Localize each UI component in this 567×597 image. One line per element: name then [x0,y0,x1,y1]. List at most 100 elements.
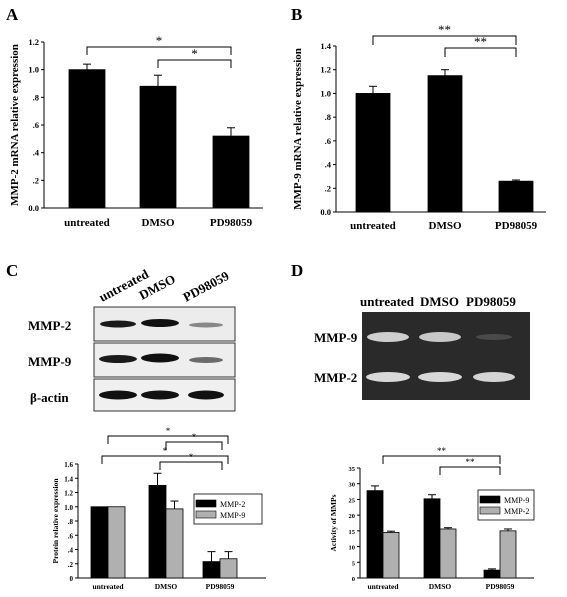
gel-row-label-mmp2: MMP-2 [314,370,357,385]
y-tick-label: .8 [68,518,74,526]
significance-bracket [86,46,232,55]
y-tick-label: 1.0 [28,65,39,75]
bar [427,75,463,213]
significance-bracket [439,466,501,475]
significance-marker: ** [437,446,447,456]
y-tick-label: .2 [68,561,74,569]
gel-band [418,372,462,382]
x-tick-label: untreated [64,217,110,229]
y-tick-label: .2 [325,183,331,193]
x-tick-label: PD98059 [495,220,538,232]
gel-lane-label-dmso: DMSO [420,294,459,309]
significance-bracket [382,455,501,464]
x-tick-label: DMSO [142,217,175,229]
bar [68,69,106,209]
chart-b-mmp9-mrna: 0.0 .2 .4 .6 .8 1.0 1.2 1.4 MMP-9 mRNA relative … [292,22,546,232]
significance-marker: * [156,33,163,48]
legend-label: MMP-9 [220,511,245,520]
bar [165,508,184,579]
bar [148,484,167,579]
significance-marker: * [163,446,168,456]
gel-lane-label-pd98059: PD98059 [466,294,516,309]
panel-b-letter: B [291,5,302,24]
bar [90,506,109,579]
significance-marker: * [191,46,198,61]
gel-band [476,334,512,340]
x-tick-label: PD98059 [210,217,253,229]
bar [499,530,517,579]
blot-row-label-beta-actin: β-actin [30,390,69,405]
legend-swatch [479,506,501,515]
chart-a-mmp2-mrna: 0.0 .2 .4 .6 .8 1.0 1.2 MMP-2 mRNA relative exp… [9,33,263,229]
significance-marker: ** [438,22,451,37]
y-tick-label: .8 [33,92,39,102]
significance-bracket [107,435,229,444]
x-tick-label: DMSO [155,582,178,591]
blot-band [141,390,179,400]
bar [498,180,534,213]
bar [202,561,221,579]
y-tick-label: .6 [325,136,331,146]
western-blot: untreated DMSO PD98059 MMP-2 MMP-9 β-act… [28,266,236,412]
y-tick-label: .2 [33,175,39,185]
y-tick-label: 30 [349,482,356,489]
y-tick-label: 0 [70,575,74,583]
blot-lane-label-pd98059: PD98059 [180,268,231,305]
y-tick-label: 0 [352,576,355,583]
blot-band [99,390,137,400]
gel-band [419,332,461,342]
y-tick-label: 1.4 [320,41,331,51]
y-tick-label: .4 [33,148,40,158]
legend-swatch [195,510,217,519]
panel-c-letter: C [6,261,18,280]
y-tick-label: 10 [349,545,356,552]
bar [366,490,384,579]
gel-lane-label-untreated: untreated [360,294,415,309]
blot-band [100,320,136,328]
significance-marker: * [166,426,171,436]
x-tick-label: PD98059 [486,582,515,591]
panel-d-letter: D [291,261,303,280]
significance-marker: ** [466,457,476,467]
legend-label: MMP-2 [220,500,245,509]
significance-bracket [444,47,517,57]
y-tick-label: 15 [349,529,356,536]
bar [219,558,238,579]
significance-bracket [165,441,223,450]
y-tick-label: 1.2 [320,65,331,75]
x-tick-label: untreated [350,220,396,232]
y-tick-label: 1.4 [64,475,73,483]
y-tick-label: .6 [33,120,39,130]
bar [355,93,391,213]
blot-band [141,353,179,363]
y-tick-label: .4 [68,547,74,555]
bar [107,506,126,579]
legend-box [193,493,263,525]
gel-row-label-mmp9: MMP-9 [314,330,358,345]
bar [139,85,177,209]
y-axis-label: Activity of MMPs [329,494,338,551]
bar [439,528,457,579]
x-tick-label: untreated [92,582,124,591]
panel-a-letter: A [6,5,19,24]
blot-band [189,357,223,363]
x-tick-label: untreated [367,582,399,591]
y-tick-label: 1.2 [64,490,73,498]
significance-bracket [157,59,232,68]
significance-marker: ** [474,34,487,49]
significance-bracket [101,455,229,464]
x-tick-label: DMSO [429,582,452,591]
significance-bracket [159,461,223,470]
y-tick-label: 1.6 [64,461,73,469]
gel-background [362,312,530,400]
blot-band [189,322,223,328]
x-tick-label: PD98059 [206,582,235,591]
blot-band [141,319,179,327]
chart-d-mmp-activity: 0 5 10 15 20 25 30 35 Activity of MMPs untreated D… [329,446,535,591]
y-tick-label: 1.2 [28,37,39,47]
legend-label: MMP-9 [504,496,529,505]
blot-band [99,355,137,363]
y-tick-label: 0.0 [28,203,39,213]
x-tick-label: DMSO [429,220,462,232]
